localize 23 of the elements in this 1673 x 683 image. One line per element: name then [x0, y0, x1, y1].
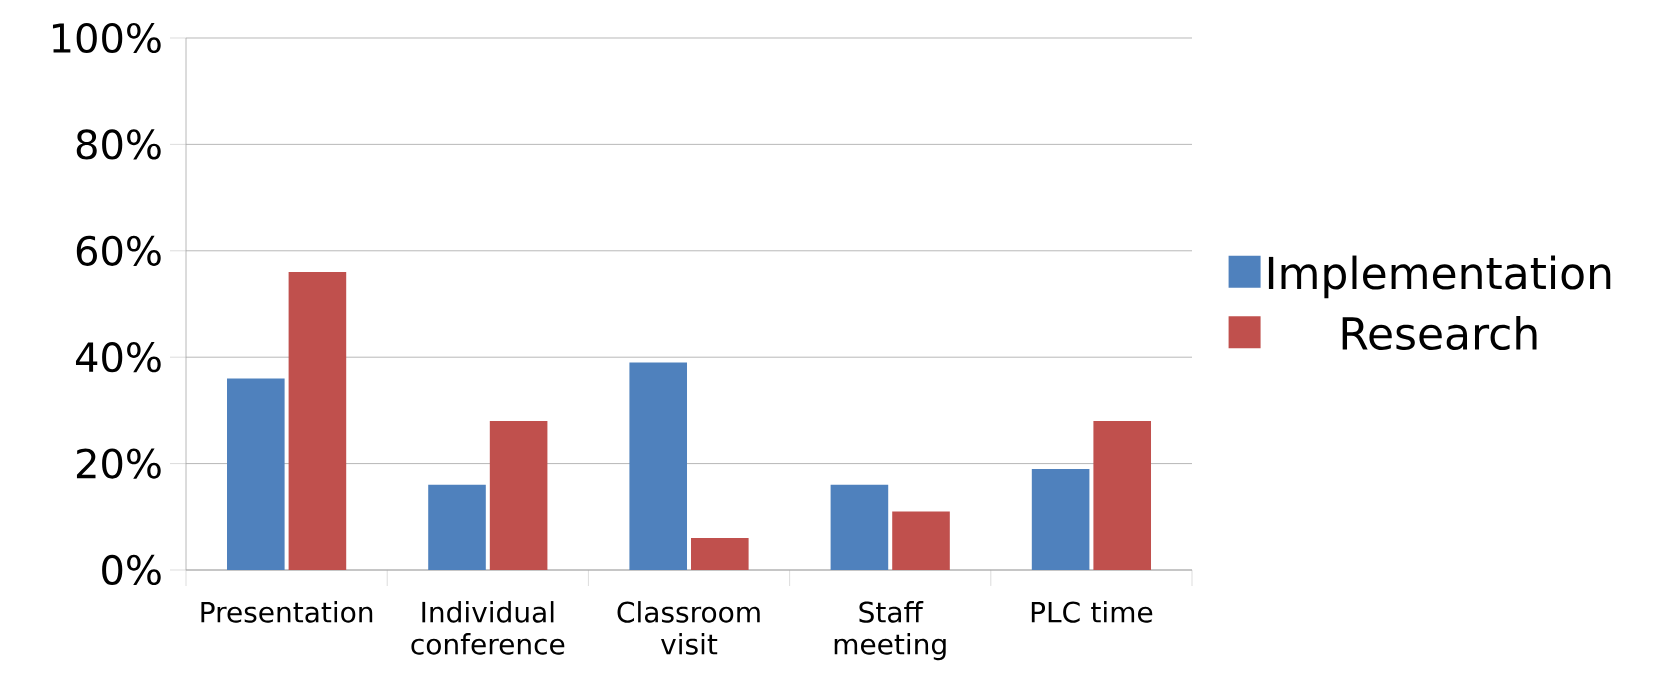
y-tick-label: 60%: [76, 235, 161, 266]
y-tick-label: 0%: [102, 554, 161, 586]
bar: [288, 272, 347, 570]
bar: [428, 484, 486, 570]
bar: [1031, 468, 1090, 570]
y-tick-label: 100%: [52, 22, 161, 54]
bar: [227, 378, 285, 570]
y-tick-label: 80%: [76, 129, 161, 160]
x-tick-label: Presentation: [201, 601, 373, 623]
x-tick-label: Classroom visit: [617, 601, 760, 655]
bar: [489, 421, 548, 570]
bar: [892, 511, 950, 570]
legend-label: Research: [1342, 315, 1537, 351]
y-tick-label: 20%: [76, 448, 161, 479]
x-tick-label: Staff meeting: [834, 601, 946, 661]
x-tick-label: PLC time: [1031, 601, 1153, 623]
bar: [629, 362, 688, 570]
bar: [1093, 421, 1152, 570]
bar: [691, 538, 749, 570]
legend-label: Implementation: [1268, 255, 1611, 299]
bar: [830, 484, 889, 570]
y-tick-label: 40%: [75, 342, 161, 373]
x-tick-label: Individual conference: [411, 601, 565, 655]
